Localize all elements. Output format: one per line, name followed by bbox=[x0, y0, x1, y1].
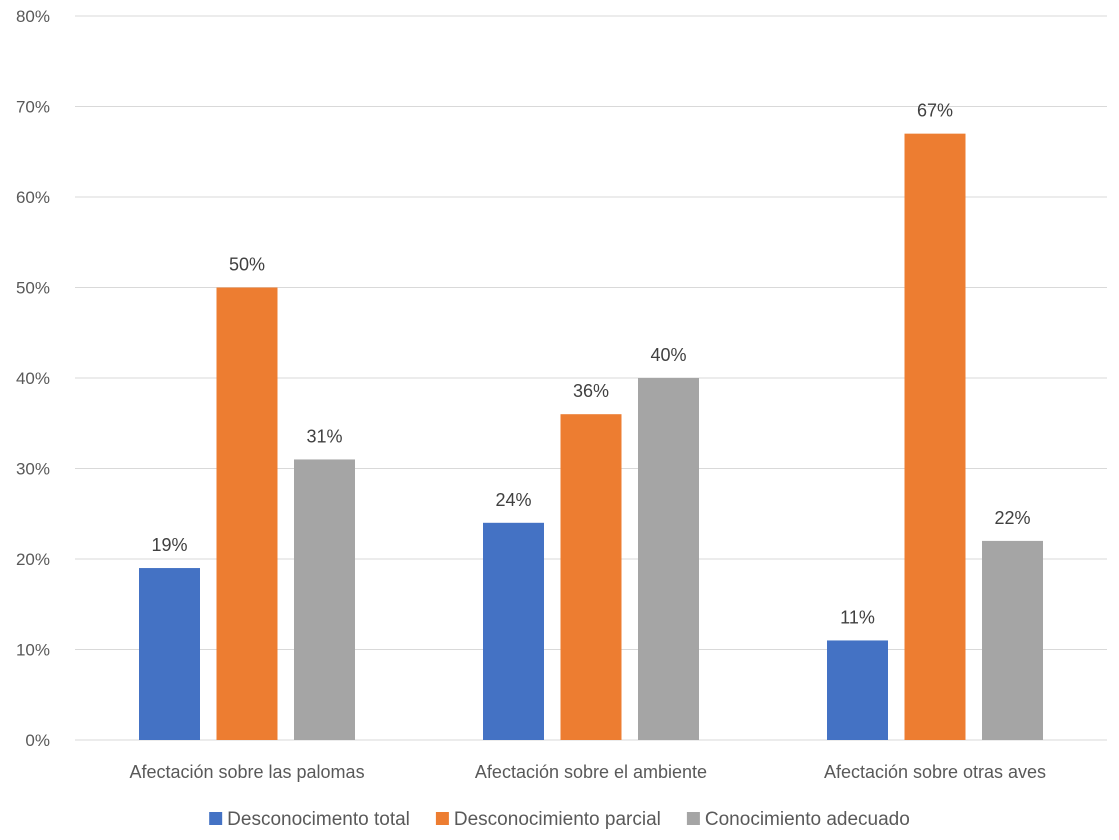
legend-item: Desconocimento total bbox=[209, 809, 410, 830]
data-label: 40% bbox=[650, 345, 686, 365]
legend-item: Conocimiento adecuado bbox=[686, 809, 910, 830]
legend-label: Desconocimiento parcial bbox=[454, 809, 661, 830]
legend-swatch bbox=[686, 812, 700, 825]
y-tick-label: 0% bbox=[25, 731, 50, 750]
bar bbox=[216, 287, 278, 740]
y-tick-label: 60% bbox=[16, 188, 50, 207]
y-tick-label: 40% bbox=[16, 369, 50, 388]
bars bbox=[139, 133, 1043, 740]
data-labels: 19% 50% 31% 24% 36% 40% 11% 67% 22% bbox=[151, 101, 1030, 628]
y-tick-label: 10% bbox=[16, 641, 50, 660]
data-label: 24% bbox=[495, 490, 531, 510]
legend: Desconocimento total Desconocimiento parc… bbox=[209, 809, 910, 830]
category-labels: Afectación sobre las palomas Afectación s… bbox=[129, 762, 1046, 782]
legend-swatch bbox=[209, 812, 223, 825]
bar bbox=[294, 459, 355, 740]
y-tick-label: 80% bbox=[16, 7, 50, 26]
category-label: Afectación sobre las palomas bbox=[129, 762, 364, 782]
y-axis-tick-labels: 0% 10% 20% 30% 40% 50% 60% 70% 80% bbox=[16, 7, 50, 750]
bar bbox=[560, 414, 622, 740]
bar bbox=[483, 522, 544, 740]
legend-label: Conocimiento adecuado bbox=[705, 809, 910, 830]
data-label: 50% bbox=[229, 255, 265, 275]
legend-label: Desconocimento total bbox=[227, 809, 410, 830]
bar bbox=[982, 540, 1043, 740]
bar bbox=[139, 568, 200, 740]
category-label: Afectación sobre otras aves bbox=[824, 762, 1046, 782]
data-label: 11% bbox=[840, 607, 875, 627]
bar bbox=[904, 133, 966, 740]
data-label: 67% bbox=[917, 101, 953, 121]
data-label: 31% bbox=[306, 426, 342, 446]
legend-item: Desconocimiento parcial bbox=[435, 809, 661, 830]
bar bbox=[638, 378, 699, 740]
legend-swatch bbox=[435, 812, 449, 825]
bar bbox=[827, 640, 888, 740]
y-tick-label: 30% bbox=[16, 460, 50, 479]
category-label: Afectación sobre el ambiente bbox=[475, 762, 707, 782]
y-tick-label: 50% bbox=[16, 279, 50, 298]
y-tick-label: 20% bbox=[16, 550, 50, 569]
y-tick-label: 70% bbox=[16, 98, 50, 117]
data-label: 19% bbox=[151, 535, 187, 555]
data-label: 22% bbox=[994, 508, 1030, 528]
data-label: 36% bbox=[573, 381, 609, 401]
